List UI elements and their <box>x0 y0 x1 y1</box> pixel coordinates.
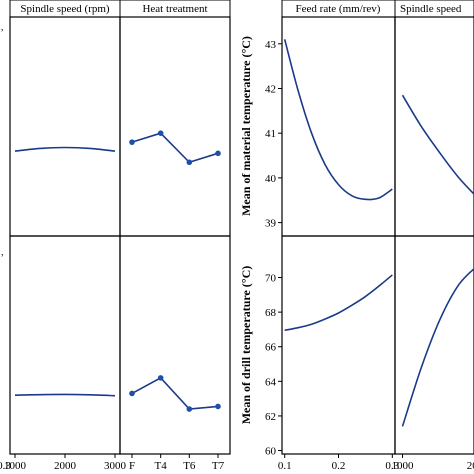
y-tick-label-64: 64 <box>265 376 277 388</box>
y-tick-label-42: 42 <box>265 84 276 96</box>
series-line-left-top-heat <box>131 132 219 164</box>
right-bottom-feed-frame <box>281 235 396 455</box>
left-strip-title-spindle: Spindle speed (rpm) <box>20 3 110 15</box>
data-point-T4 <box>157 130 164 137</box>
y-tick-label-70: 70 <box>265 273 277 285</box>
series-line-left-top-spindle <box>14 146 116 152</box>
left-figure: Spindle speed (rpm) Heat treatment , , 0… <box>0 0 231 472</box>
y-tick-label-62: 62 <box>265 411 276 423</box>
series-line-left-bottom-spindle <box>14 393 116 397</box>
y-tick-label-60: 60 <box>265 446 277 458</box>
y-axis-label-material: Mean of material temperature (°C) <box>239 36 253 216</box>
series-markers-left-top-heat <box>129 130 221 166</box>
x-tick-label-T6: T6 <box>183 460 196 472</box>
y-tick-label-39: 39 <box>265 218 277 230</box>
right-top-spindle-frame <box>394 16 474 237</box>
x-tick-label-3000: 3000 <box>104 460 127 472</box>
right-top-feed-frame <box>281 16 396 237</box>
x-tick-label-2000: 2000 <box>54 460 77 472</box>
x-tick-label-0.3: 0.3 <box>385 460 399 472</box>
left-top-spindle-frame <box>9 16 121 237</box>
data-point-T7 <box>215 403 221 410</box>
y-tick-label-68: 68 <box>265 307 277 319</box>
y-tick-label-66: 66 <box>265 342 277 354</box>
series-line-right-bottom-feed <box>284 274 393 332</box>
y-tick-label-43: 43 <box>265 39 277 51</box>
x-tick-label-2000: 2000 <box>467 460 474 472</box>
series-line-right-bottom-spindle <box>401 267 474 427</box>
right-strip-title-spindle: Spindle speed <box>400 3 462 15</box>
x-tick-label-0.3: 0.3 <box>0 460 11 472</box>
y-axis-label-drill: Mean of drill temperature (°C) <box>239 266 253 425</box>
left-top-heat-frame <box>119 16 231 237</box>
left-bottom-spindle-frame <box>9 235 121 455</box>
data-point-T6 <box>186 159 193 166</box>
data-point-T7 <box>215 150 221 157</box>
x-tick-label-T7: T7 <box>212 460 225 472</box>
x-tick-label-0.2: 0.2 <box>332 460 346 472</box>
x-tick-label-0.1: 0.1 <box>278 460 292 472</box>
left-strip-title-heat: Heat treatment <box>142 3 207 15</box>
y-tick-label-40: 40 <box>265 173 277 185</box>
series-line-right-top-spindle <box>401 94 474 196</box>
series-line-left-bottom-heat <box>131 376 219 410</box>
x-tick-label-1000: 1000 <box>392 460 415 472</box>
right-bottom-y-ticks: 60 62 64 66 68 70 <box>265 273 282 458</box>
y-tick-label-41: 41 <box>265 128 276 140</box>
data-point-T4 <box>157 375 164 381</box>
data-point-F <box>129 139 135 145</box>
x-tick-label-F: F <box>129 460 135 472</box>
left-bottom-heat-frame <box>119 235 231 455</box>
data-point-F <box>129 390 135 397</box>
series-markers-left-bottom-heat <box>129 375 221 412</box>
x-tick-label-1000: 1000 <box>4 460 27 472</box>
left-edge-mark-top: , <box>1 22 4 33</box>
data-point-T6 <box>186 406 193 412</box>
x-tick-label-T4: T4 <box>155 460 168 472</box>
series-line-right-top-feed <box>283 39 393 201</box>
right-strip-title-feed: Feed rate (mm/rev) <box>296 3 381 15</box>
right-top-y-ticks: 39 40 41 42 43 <box>265 39 282 230</box>
left-edge-mark-bottom: , <box>1 247 4 258</box>
right-figure: Feed rate (mm/rev) Spindle speed Mean of… <box>239 0 474 472</box>
right-bottom-spindle-frame <box>394 235 474 455</box>
